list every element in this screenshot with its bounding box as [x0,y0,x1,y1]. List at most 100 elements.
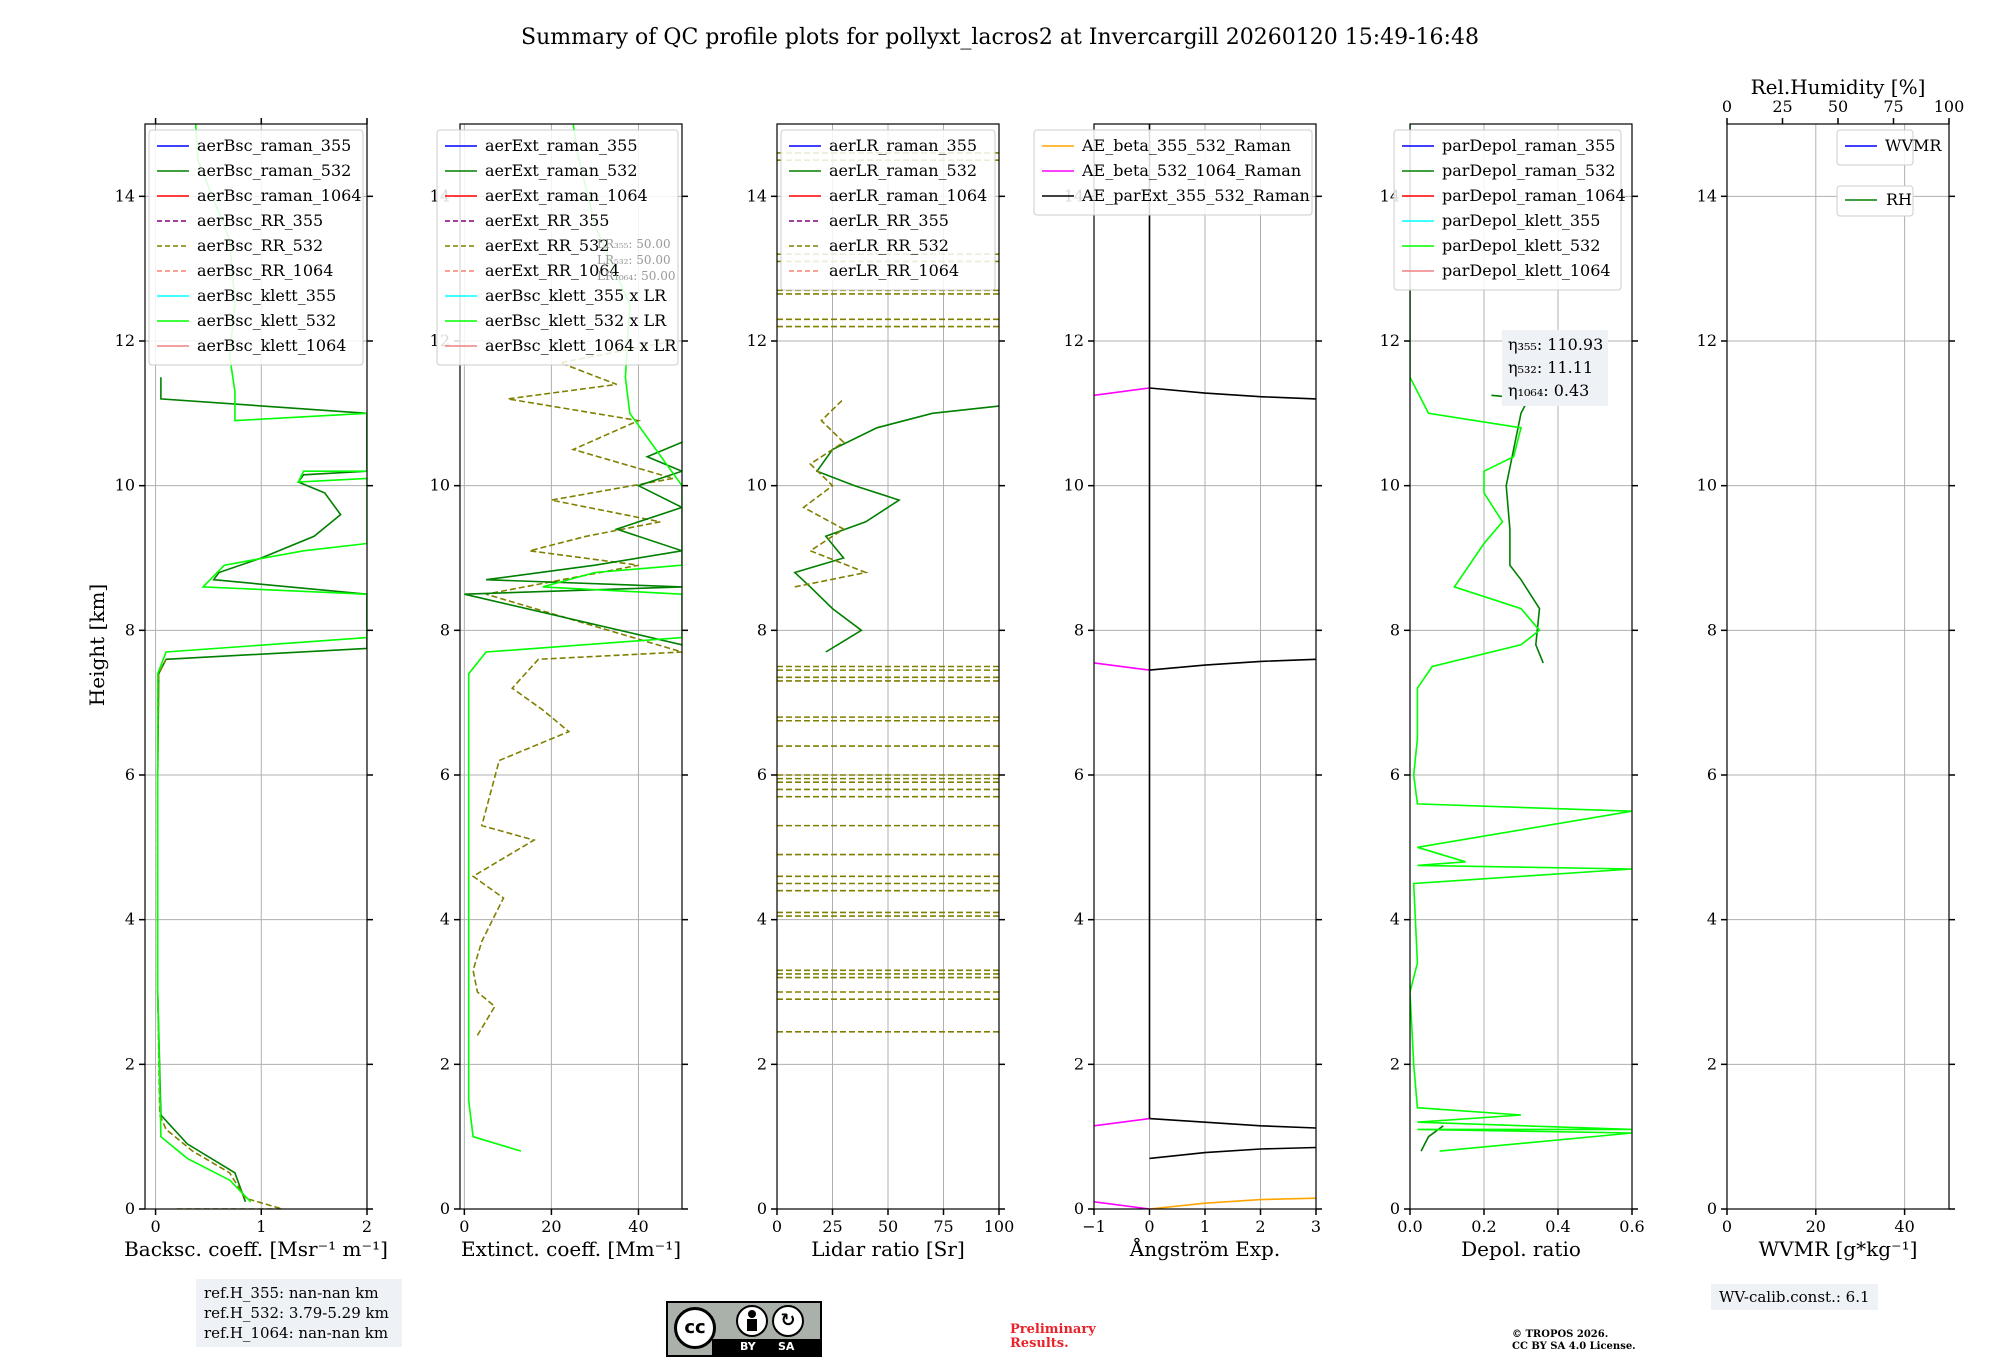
y-tick-label: 4 [1074,910,1084,929]
legend-label: AE_beta_532_1064_Raman [1081,161,1301,180]
y-tick-label: 2 [1074,1054,1084,1073]
y-tick-label: 6 [125,765,135,784]
y-tick-label: 4 [440,910,450,929]
sa-share-icon: ↻ [772,1305,804,1337]
y-tick-label: 8 [440,620,450,639]
axes-frame [1409,123,1633,1210]
x-axis-label: Extinct. coeff. [Mm⁻¹] [461,1237,681,1261]
legend-box [1836,129,1914,166]
legend-label: aerLR_RR_1064 [829,261,959,280]
legend-label: aerLR_raman_355 [829,136,977,155]
y-tick-label: 10 [1697,476,1717,495]
legend-label: aerExt_raman_355 [485,136,638,155]
top-x-tick-label: 50 [1828,97,1848,116]
x-tick-label: 20 [1806,1217,1826,1236]
eta-bg [1502,330,1608,406]
legend: WVMR RH [1836,129,1942,217]
y-tick-label: 12 [1697,331,1717,350]
y-tick-label: 8 [1074,620,1084,639]
y-tick-label: 14 [115,186,135,205]
x-tick-label: 2 [1255,1217,1265,1236]
axes-frame [776,123,1000,1210]
series-pardepol-raman-532 [1491,394,1544,664]
x-tick-label: 3 [1311,1217,1321,1236]
reference-height-box: ref.H_355: nan-nan km ref.H_532: 3.79-5.… [196,1279,402,1347]
legend-label: aerBsc_klett_532 x LR [485,311,667,330]
y-tick-label: 4 [1390,910,1400,929]
panel-extinction: 0246810121402040Extinct. coeff. [Mm⁻¹]ae… [430,123,688,1261]
panel-lidar_ratio: 0 2 4 6 8 10 12 14 0 25 50 75 100 Lidar ratio [Sr] aer… [747,123,1015,1261]
y-tick-label: 8 [125,620,135,639]
series-ae-beta-532-1064-raman-b [1094,1117,1150,1127]
x-tick-label: 0 [150,1217,160,1236]
y-tick-label: 2 [757,1054,767,1073]
series-aerbsc-raman-532 [156,377,367,1203]
legend-label: parDepol_raman_1064 [1442,186,1626,205]
legend: aerLR_raman_355 aerLR_raman_532 aerLR_rama… [780,129,996,291]
x-tick-label: 1 [256,1217,266,1236]
copyright-notice: © TROPOS 2026. CC BY SA 4.0 License. [1512,1329,1636,1353]
legend-label: aerBsc_raman_532 [197,161,351,180]
y-tick-label: 6 [1074,765,1084,784]
y-tick-label: 0 [1390,1199,1400,1218]
legend-label: aerLR_raman_532 [829,161,977,180]
top-x-tick-label: 0 [1722,97,1732,116]
copyright-line-2: CC BY SA 4.0 License. [1512,1341,1636,1352]
x-tick-label: 2 [362,1217,372,1236]
legend-label: WVMR [1885,136,1942,155]
x-tick-label: 100 [984,1217,1015,1236]
legend-label: aerBsc_RR_355 [197,211,323,230]
x-axis-label: Ångström Exp. [1129,1236,1280,1261]
lidar-ratio-label: LR₅₃₂: 50.00 [597,253,671,267]
wv-calib-value: WV-calib.const.: 6.1 [1719,1288,1870,1306]
wv-calibration-box: WV-calib.const.: 6.1 [1711,1284,1878,1310]
preliminary-notice: Preliminary Results. [1010,1323,1096,1351]
axes-frame [1093,123,1317,1210]
eta-label: η₃₅₅: 110.93 [1508,335,1603,354]
legend-box [1033,129,1313,216]
legend: aerExt_raman_355 aerExt_raman_532 aerExt_r… [436,129,679,366]
legend-label: aerLR_RR_532 [829,236,949,255]
y-tick-label: 2 [1707,1054,1717,1073]
y-tick-label: 12 [747,331,767,350]
x-tick-label: 0 [1722,1217,1732,1236]
legend-label: aerExt_RR_1064 [485,261,620,280]
legend-label: aerBsc_klett_1064 [197,336,346,355]
series-ae-parext-355-532-raman [1149,1146,1316,1160]
y-tick-label: 6 [1707,765,1717,784]
legend-label: parDepol_klett_1064 [1442,261,1611,280]
legend-box [436,129,679,366]
legend-label: aerExt_raman_1064 [485,186,648,205]
series-ae-beta-532-1064-raman [1094,1201,1150,1209]
eta-label: η₅₃₂: 11.11 [1508,358,1593,377]
x-tick-label: 0 [1144,1217,1154,1236]
y-tick-label: 2 [125,1054,135,1073]
legend: parDepol_raman_355 parDepol_raman_532 parD… [1393,129,1626,291]
legend-box [1393,129,1622,291]
x-tick-label: 0.4 [1545,1217,1570,1236]
legend: AE_beta_355_532_Raman AE_beta_532_1064_Ra… [1033,129,1313,216]
axes-frame [459,123,683,1210]
x-tick-label: 0.2 [1471,1217,1496,1236]
x-tick-label: 0 [459,1217,469,1236]
x-tick-label: 1 [1200,1217,1210,1236]
chart-title: Summary of QC profile plots for pollyxt_… [521,25,1479,50]
ref-h-1064: ref.H_1064: nan-nan km [204,1324,389,1342]
y-tick-label: 4 [125,910,135,929]
preliminary-line-2: Results. [1010,1336,1069,1351]
y-tick-label: 10 [1380,476,1400,495]
top-x-axis-label: Rel.Humidity [%] [1751,75,1926,99]
x-tick-label: 40 [628,1217,648,1236]
legend-label: aerBsc_klett_355 x LR [485,286,667,305]
legend-label: aerBsc_RR_1064 [197,261,333,280]
series-ae-beta-532-1064-raman-c [1094,662,1150,671]
y-tick-label: 12 [115,331,135,350]
series-ae-parext-355-532-raman-d [1149,658,1316,671]
legend-label: AE_parExt_355_532_Raman [1081,186,1310,205]
y-tick-label: 10 [115,476,135,495]
eta-box: η₃₅₅: 110.93 η₅₃₂: 11.11 η₁₀₆₄: 0.43 [1502,330,1608,406]
y-tick-label: 0 [1074,1199,1084,1218]
